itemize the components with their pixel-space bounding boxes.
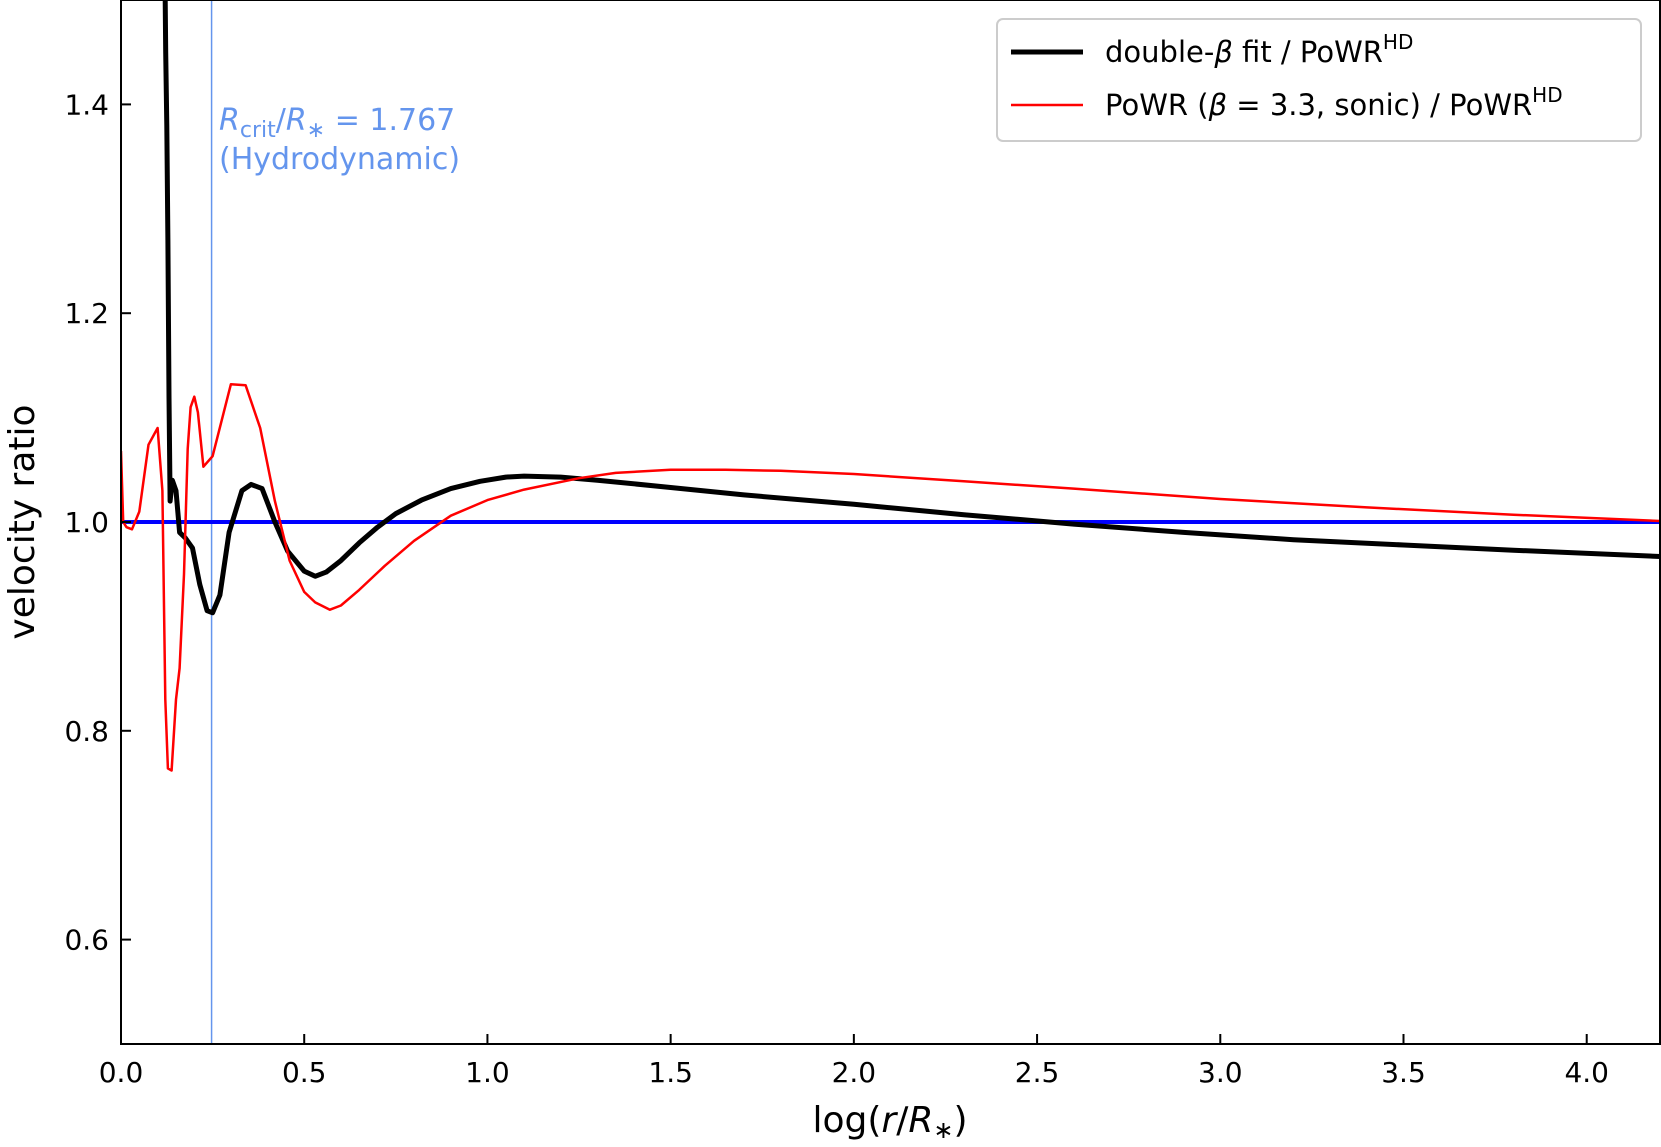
legend-0-pre: double- xyxy=(1105,35,1214,69)
legend-entry-double-beta-fit: double-β fit / PoWRHD xyxy=(1105,30,1413,69)
annot-R2: R xyxy=(286,103,307,138)
x-axis-label-sub: ∗ xyxy=(933,1116,953,1144)
x-axis-label: log(r/R∗) xyxy=(812,1100,967,1144)
legend-1-post: = 3.3, sonic) / PoWR xyxy=(1227,88,1532,122)
x-tick-label: 2.0 xyxy=(832,1056,877,1089)
legend-1-beta: β xyxy=(1208,88,1228,122)
annot-R: R xyxy=(219,103,240,138)
legend-0-sup: HD xyxy=(1383,30,1413,54)
x-tick-label: 0.5 xyxy=(282,1056,327,1089)
annot-sub-crit: crit xyxy=(240,118,276,143)
annot-value: = 1.767 xyxy=(325,103,455,138)
series-line-double-beta-fit xyxy=(162,0,1660,616)
y-tick-label: 1.0 xyxy=(64,506,109,539)
x-tick-label: 3.0 xyxy=(1198,1056,1243,1089)
critical-radius-annotation: Rcrit/R∗ = 1.767 xyxy=(219,103,455,143)
legend-1-sup: HD xyxy=(1532,83,1562,107)
y-tick-label: 0.8 xyxy=(64,715,109,748)
x-tick-label: 0.0 xyxy=(99,1056,144,1089)
legend-box xyxy=(996,18,1642,142)
legend-0-post: fit / PoWR xyxy=(1233,35,1383,69)
y-tick-label: 1.2 xyxy=(64,297,109,330)
legend-1-pre: PoWR ( xyxy=(1105,88,1209,122)
x-axis-label-r: r xyxy=(881,1100,898,1141)
y-tick-label: 0.6 xyxy=(64,924,109,957)
x-tick-label: 3.5 xyxy=(1381,1056,1426,1089)
x-axis-label-R: R xyxy=(908,1100,933,1141)
legend-0-beta: β xyxy=(1213,35,1233,69)
x-tick-label: 1.5 xyxy=(648,1056,693,1089)
series-lines xyxy=(121,0,1660,772)
x-tick-label: 2.5 xyxy=(1015,1056,1060,1089)
x-axis-label-post: ) xyxy=(953,1100,967,1141)
legend-entry-powr-beta-sonic: PoWR (β = 3.3, sonic) / PoWRHD xyxy=(1105,83,1563,122)
x-ticks: 0.0 0.5 1.0 1.5 2.0 2.5 3.0 3.5 4.0 xyxy=(99,1034,1609,1089)
critical-radius-annotation-method: (Hydrodynamic) xyxy=(219,142,460,177)
x-tick-label: 4.0 xyxy=(1564,1056,1609,1089)
annot-sub-star: ∗ xyxy=(307,118,325,143)
legend: double-β fit / PoWRHD PoWR (β = 3.3, son… xyxy=(996,18,1642,142)
plot-area xyxy=(121,0,1660,1044)
y-axis-label: velocity ratio xyxy=(2,404,43,639)
series-line-powr-beta-sonic xyxy=(121,382,1660,772)
x-tick-label: 1.0 xyxy=(465,1056,510,1089)
x-axis-label-pre: log( xyxy=(812,1100,881,1141)
annot-slash: / xyxy=(276,103,287,138)
y-ticks: 0.6 0.8 1.0 1.2 1.4 xyxy=(64,88,131,957)
y-tick-label: 1.4 xyxy=(64,88,109,121)
x-axis-label-slash: / xyxy=(896,1100,909,1141)
